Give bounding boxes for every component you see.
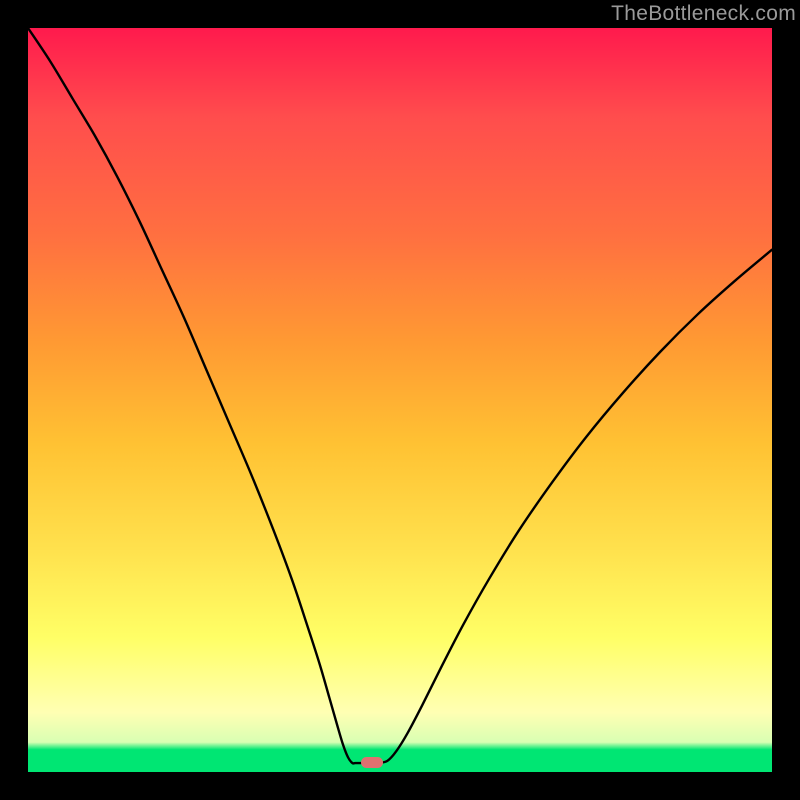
- plot-area: [28, 28, 772, 772]
- bottleneck-curve: [28, 28, 772, 772]
- chart-frame: TheBottleneck.com: [0, 0, 800, 800]
- watermark-text: TheBottleneck.com: [611, 2, 796, 26]
- minimum-marker: [361, 757, 383, 767]
